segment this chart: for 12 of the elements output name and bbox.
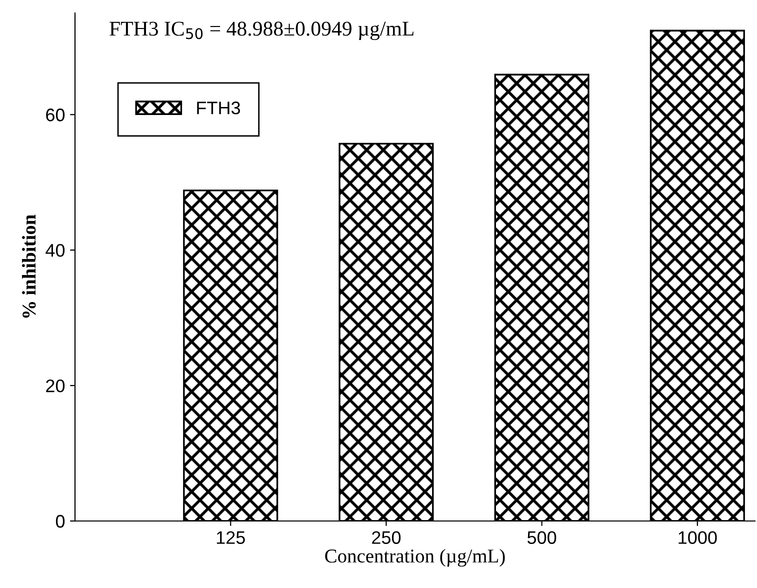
y-tick-label: 40: [46, 244, 65, 257]
y-tick-label: 0: [56, 514, 65, 528]
x-axis-title: Concentration (µg/mL): [325, 548, 505, 567]
legend-label: FTH3: [197, 102, 240, 114]
y-axis-title: % inhibition: [22, 214, 36, 318]
x-tick-label: 1000: [678, 531, 717, 544]
y-tick-label: 20: [46, 379, 65, 392]
x-tick-label: 500: [527, 531, 556, 544]
chart-title: FTH3 IC$_{50}$ = 48.988±0.0949 µg/mL: [110, 22, 414, 40]
x-tick-label: 250: [372, 531, 401, 544]
x-tick-label: 125: [216, 531, 245, 544]
y-tick-label: 60: [46, 108, 65, 122]
